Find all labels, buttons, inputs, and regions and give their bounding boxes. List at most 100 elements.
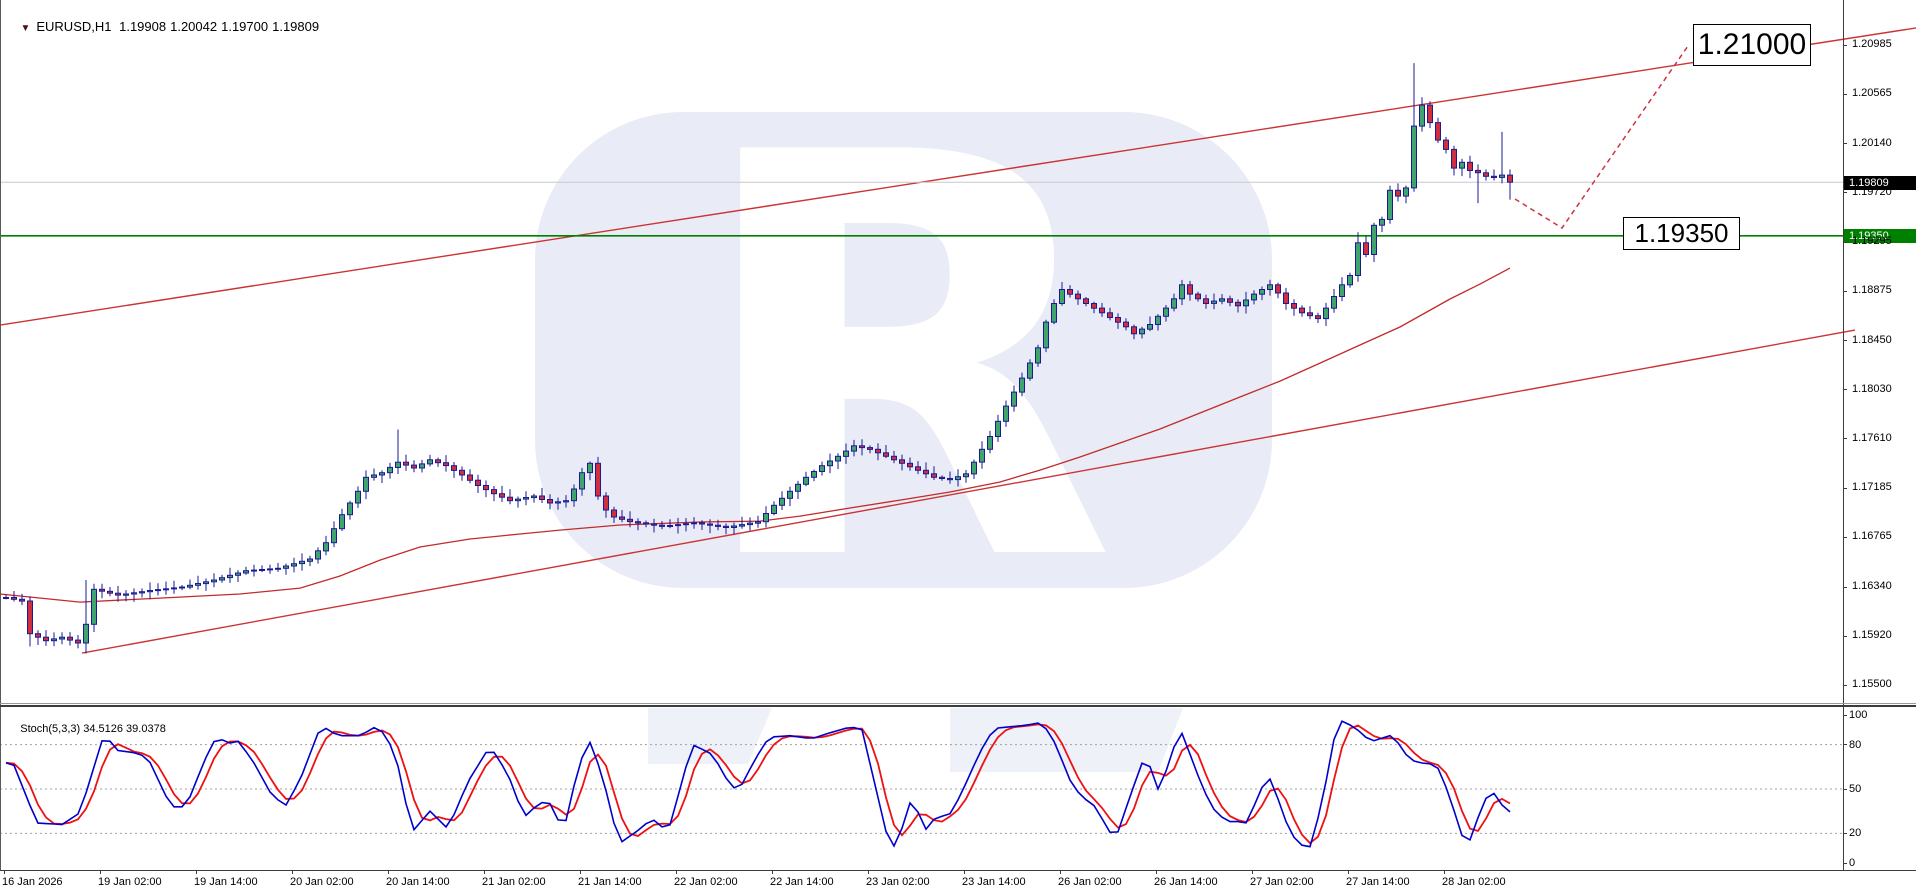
stoch-indicator-label: Stoch(5,3,3) 34.5126 39.0378: [8, 711, 166, 747]
price-axis-label: 1.15500: [1852, 678, 1892, 690]
price-axis-label: 1.18875: [1852, 284, 1892, 296]
price-axis-tick: [1843, 587, 1847, 588]
time-axis-tick: [580, 870, 581, 874]
stoch-axis-label: 80: [1849, 739, 1862, 751]
price-axis-tick: [1843, 389, 1847, 390]
ohlc-low: 1.19700: [221, 19, 269, 34]
price-axis-tick: [1843, 45, 1847, 46]
time-axis-label: 22 Jan 14:00: [770, 876, 834, 888]
price-axis-tick: [1843, 537, 1847, 538]
time-axis-tick: [1060, 870, 1061, 874]
time-axis-tick: [1252, 870, 1253, 874]
price-axis-label: 1.16765: [1852, 530, 1892, 542]
time-axis-label: 16 Jan 2026: [2, 876, 63, 888]
time-axis-label: 20 Jan 14:00: [386, 876, 450, 888]
time-axis-label: 20 Jan 02:00: [290, 876, 354, 888]
price-axis-tick: [1843, 94, 1847, 95]
time-axis-label: 27 Jan 02:00: [1250, 876, 1314, 888]
time-axis-label: 19 Jan 02:00: [98, 876, 162, 888]
price-axis-label: 1.18450: [1852, 334, 1892, 346]
support-price-callout[interactable]: 1.19350: [1623, 217, 1740, 250]
panel-separator-dark[interactable]: [0, 705, 1916, 707]
stoch-signal-line: [5, 723, 1511, 845]
price-axis-tick: [1843, 192, 1847, 193]
price-axis-tick: [1843, 636, 1847, 637]
time-axis-label: 28 Jan 02:00: [1442, 876, 1506, 888]
price-axis-label: 1.18030: [1852, 383, 1892, 395]
broker-watermark: R: [535, 37, 1272, 683]
time-axis-tick: [4, 870, 5, 874]
price-axis-tick: [1843, 143, 1847, 144]
ohlc-high: 1.20042: [170, 19, 218, 34]
time-axis-tick: [1348, 870, 1349, 874]
time-axis-tick: [964, 870, 965, 874]
time-axis-label: 21 Jan 02:00: [482, 876, 546, 888]
stoch-axis-tick: [1843, 744, 1847, 745]
time-axis-tick: [772, 870, 773, 874]
time-axis-tick: [484, 870, 485, 874]
stoch-axis-tick: [1843, 715, 1847, 716]
panel-separator-light[interactable]: [0, 703, 1916, 704]
moving-average-line: [0, 267, 1511, 603]
price-axis-label: 1.17610: [1852, 432, 1892, 444]
price-axis-tick: [1843, 438, 1847, 439]
symbol-timeframe: EURUSD,H1: [36, 19, 112, 34]
time-axis-label: 26 Jan 14:00: [1154, 876, 1218, 888]
time-axis-label: 23 Jan 14:00: [962, 876, 1026, 888]
stoch-main-line: [5, 720, 1511, 848]
price-axis-tick: [1843, 685, 1847, 686]
price-axis-label: 1.20140: [1852, 137, 1892, 149]
lower-channel-trendline[interactable]: [81, 329, 1856, 654]
stoch-name: Stoch(5,3,3): [20, 723, 81, 735]
time-axis-tick: [100, 870, 101, 874]
price-axis-label: 1.16340: [1852, 580, 1892, 592]
target-price-callout[interactable]: 1.21000: [1693, 24, 1811, 66]
stoch-watermark-patches: [648, 708, 1183, 772]
price-axis-label: 1.19295: [1852, 235, 1892, 247]
price-axis-label: 1.17185: [1852, 481, 1892, 493]
ohlc-open: 1.19908: [119, 19, 167, 34]
price-axis-label: 1.15920: [1852, 629, 1892, 641]
time-axis-tick: [292, 870, 293, 874]
candlestick-series: [3, 63, 1513, 654]
time-axis-tick: [388, 870, 389, 874]
time-axis-tick: [196, 870, 197, 874]
stoch-axis-tick: [1843, 863, 1847, 864]
upper-channel-trendline[interactable]: [0, 27, 1916, 326]
svg-text:R: R: [689, 37, 1116, 683]
time-axis-label: 23 Jan 02:00: [866, 876, 930, 888]
stoch-axis-label: 50: [1849, 783, 1862, 795]
ohlc-close: 1.19809: [272, 19, 320, 34]
stoch-axis-label: 20: [1849, 827, 1862, 839]
symbol-dropdown-icon[interactable]: ▼: [20, 23, 31, 34]
time-axis-label: 21 Jan 14:00: [578, 876, 642, 888]
chart-left-border: [0, 0, 1, 870]
price-axis-label: 1.20985: [1852, 38, 1892, 50]
forecast-projection-line[interactable]: [1514, 45, 1689, 230]
time-axis-label: 26 Jan 02:00: [1058, 876, 1122, 888]
time-axis-label: 27 Jan 14:00: [1346, 876, 1410, 888]
chart-header: ▼ EURUSD,H1 1.19908 1.20042 1.19700 1.19809: [6, 4, 323, 49]
price-axis-tick: [1843, 242, 1847, 243]
time-axis-label: 19 Jan 14:00: [194, 876, 258, 888]
time-axis-tick: [676, 870, 677, 874]
time-axis-tick: [868, 870, 869, 874]
stoch-d-value: 39.0378: [126, 723, 166, 735]
price-axis-label: 1.20565: [1852, 87, 1892, 99]
stoch-bottom-border: [0, 870, 1916, 871]
stoch-axis-label: 0: [1849, 857, 1856, 869]
price-axis-tick: [1843, 488, 1847, 489]
stoch-axis-tick: [1843, 833, 1847, 834]
price-axis-tick: [1843, 291, 1847, 292]
stoch-axis-tick: [1843, 789, 1847, 790]
time-axis-tick: [1156, 870, 1157, 874]
time-axis-label: 22 Jan 02:00: [674, 876, 738, 888]
price-axis-tick: [1843, 340, 1847, 341]
price-axis-label: 1.19720: [1852, 186, 1892, 198]
stoch-k-value: 34.5126: [83, 723, 123, 735]
support-level-price-tag: 1.19350: [1844, 229, 1916, 243]
current-price-tag: 1.19809: [1844, 176, 1916, 190]
price-axis-border: [1843, 0, 1844, 870]
